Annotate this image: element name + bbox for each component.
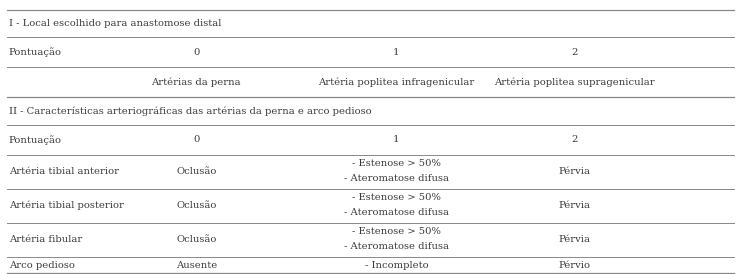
Text: Oclusão: Oclusão xyxy=(176,235,216,244)
Text: Pérvia: Pérvia xyxy=(558,201,591,210)
Text: Pontuação: Pontuação xyxy=(9,47,62,57)
Text: Artérias da perna: Artérias da perna xyxy=(152,78,241,87)
Text: Artéria poplitea supragenicular: Artéria poplitea supragenicular xyxy=(494,78,654,87)
Text: - Estenose > 50%: - Estenose > 50% xyxy=(352,227,441,236)
Text: 1: 1 xyxy=(393,135,399,144)
Text: - Estenose > 50%: - Estenose > 50% xyxy=(352,159,441,167)
Text: Pérvia: Pérvia xyxy=(558,235,591,244)
Text: Artéria tibial anterior: Artéria tibial anterior xyxy=(9,167,119,176)
Text: Artéria poplitea infragenicular: Artéria poplitea infragenicular xyxy=(319,78,474,87)
Text: Artéria fibular: Artéria fibular xyxy=(9,235,82,244)
Text: Arco pedioso: Arco pedioso xyxy=(9,261,75,270)
Text: Ausente: Ausente xyxy=(176,261,217,270)
Text: Artéria tibial posterior: Artéria tibial posterior xyxy=(9,201,124,210)
Text: - Ateromatose difusa: - Ateromatose difusa xyxy=(344,174,449,182)
Text: - Ateromatose difusa: - Ateromatose difusa xyxy=(344,208,449,217)
Text: - Estenose > 50%: - Estenose > 50% xyxy=(352,193,441,202)
Text: Pérvia: Pérvia xyxy=(558,167,591,176)
Text: Oclusão: Oclusão xyxy=(176,201,216,210)
Text: 0: 0 xyxy=(193,48,199,56)
Text: Pérvio: Pérvio xyxy=(558,261,591,270)
Text: I - Local escolhido para anastomose distal: I - Local escolhido para anastomose dist… xyxy=(9,19,222,28)
Text: 2: 2 xyxy=(571,48,577,56)
Text: Oclusão: Oclusão xyxy=(176,167,216,176)
Text: - Ateromatose difusa: - Ateromatose difusa xyxy=(344,242,449,251)
Text: Pontuação: Pontuação xyxy=(9,135,62,145)
Text: II - Características arteriográficas das artérias da perna e arco pedioso: II - Características arteriográficas das… xyxy=(9,106,371,116)
Text: 1: 1 xyxy=(393,48,399,56)
Text: - Incompleto: - Incompleto xyxy=(365,261,428,270)
Text: 2: 2 xyxy=(571,135,577,144)
Text: 0: 0 xyxy=(193,135,199,144)
